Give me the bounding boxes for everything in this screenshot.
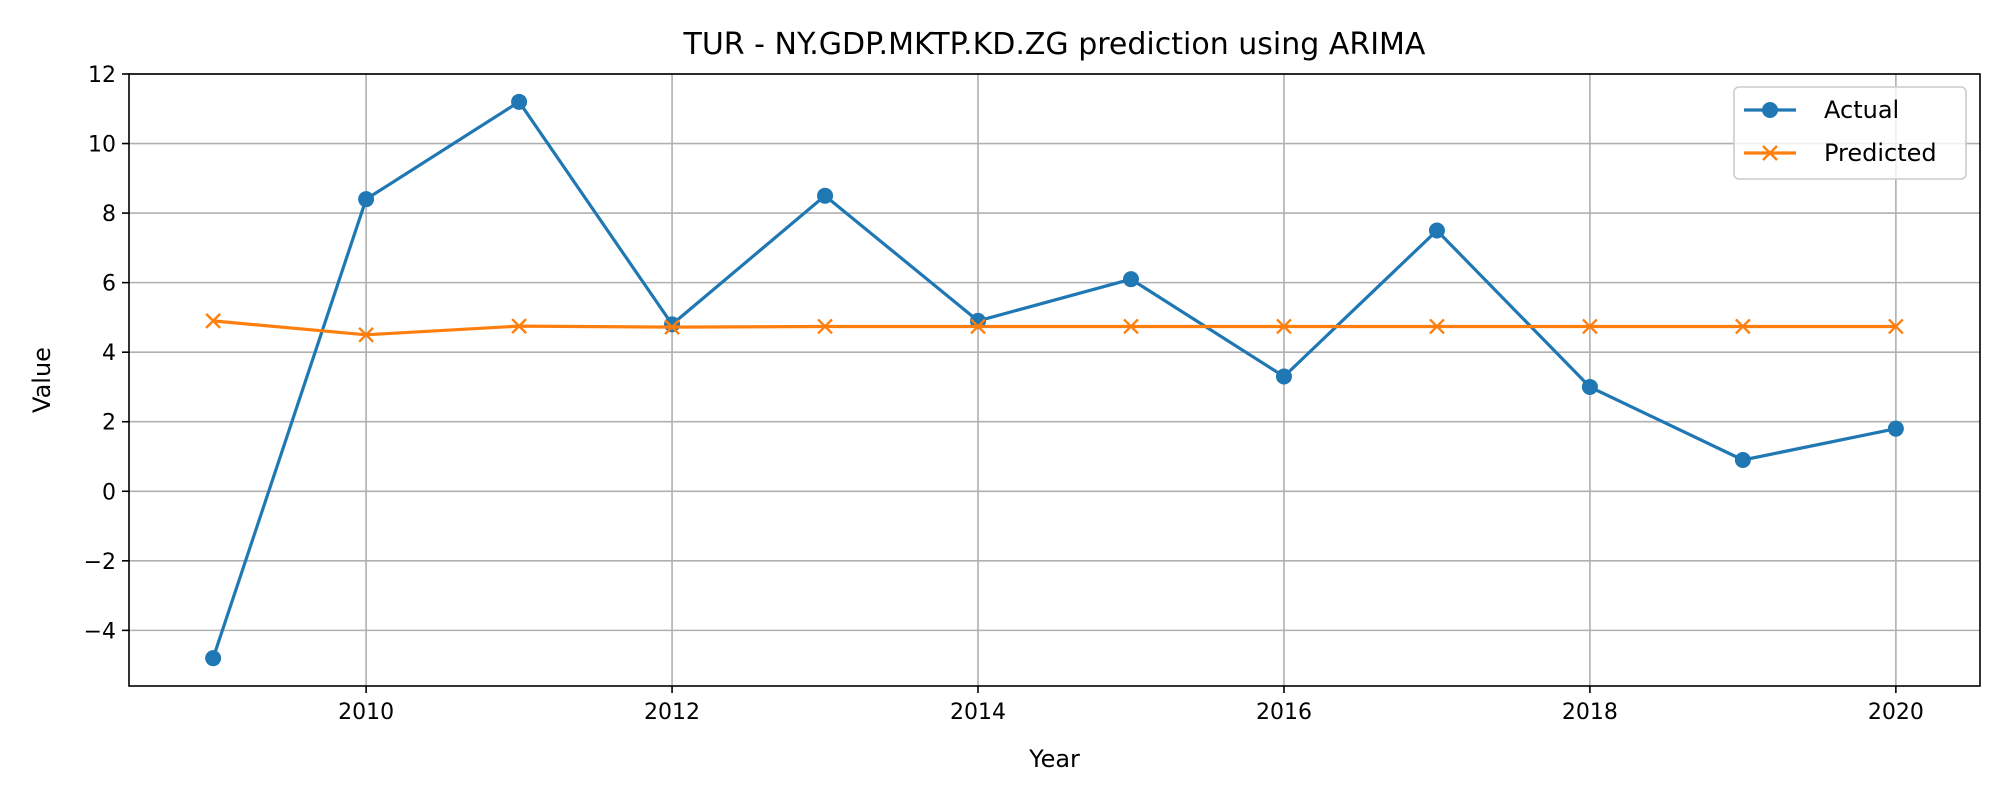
x-tick-label: 2012 [644, 700, 700, 725]
grid [129, 73, 1980, 686]
y-tick-label: 0 [102, 480, 116, 505]
data-point-predicted [1735, 318, 1751, 335]
data-point-actual [970, 312, 987, 329]
data-point-predicted [970, 318, 986, 335]
series-line-actual [211, 100, 1897, 659]
series-line-predicted [212, 319, 1896, 337]
x-tick-label: 2010 [338, 700, 394, 725]
x-tick-label: 2016 [1256, 700, 1312, 725]
data-point-predicted [817, 318, 833, 335]
data-point-predicted [1429, 318, 1445, 335]
data-point-actual [1887, 420, 1904, 437]
data-point-predicted [1582, 318, 1598, 335]
legend: Actual Predicted [1733, 86, 1967, 180]
y-tick-label: 2 [102, 411, 116, 436]
data-point-actual [664, 316, 681, 333]
data-point-actual [1275, 368, 1292, 385]
data-point-actual [1581, 378, 1598, 395]
x-tick-label: 2014 [950, 700, 1006, 725]
axis-ticks: 2010 2012 2014 2016 2018 2020 −4 −2 0 2 4 6 8 10 12 [84, 63, 1924, 725]
y-tick-label: 10 [88, 133, 116, 158]
data-point-actual [205, 650, 222, 667]
y-tick-label: −2 [84, 550, 116, 575]
data-point-predicted [205, 313, 221, 329]
data-point-actual [1428, 222, 1445, 239]
plot-frame [128, 73, 1981, 687]
legend-marker-predicted [1762, 145, 1778, 161]
y-tick-label: 12 [88, 63, 116, 88]
data-point-actual [511, 93, 528, 110]
x-axis-label: Year [1028, 745, 1080, 773]
y-tick-label: 4 [102, 341, 116, 366]
data-point-predicted [1888, 318, 1904, 335]
data-point-predicted [511, 318, 527, 334]
chart-title: TUR - NY.GDP.MKTP.KD.ZG prediction using… [683, 27, 1426, 62]
data-point-predicted [358, 326, 374, 343]
y-axis-label: Value [28, 347, 56, 413]
data-point-actual [1122, 271, 1139, 288]
legend-marker-actual [1762, 102, 1778, 118]
series-layer [205, 93, 1904, 667]
legend-label-predicted: Predicted [1824, 139, 1937, 167]
data-point-actual [817, 187, 834, 204]
data-point-predicted [1276, 318, 1292, 335]
data-point-actual [1734, 451, 1751, 468]
legend-label-actual: Actual [1824, 96, 1899, 124]
y-tick-label: 8 [102, 202, 116, 227]
data-point-actual [358, 191, 375, 208]
y-tick-label: 6 [102, 272, 116, 297]
y-tick-label: −4 [84, 619, 116, 644]
data-point-predicted [664, 319, 680, 335]
x-tick-label: 2018 [1562, 700, 1618, 725]
data-point-predicted [1123, 318, 1139, 335]
x-tick-label: 2020 [1868, 700, 1924, 725]
